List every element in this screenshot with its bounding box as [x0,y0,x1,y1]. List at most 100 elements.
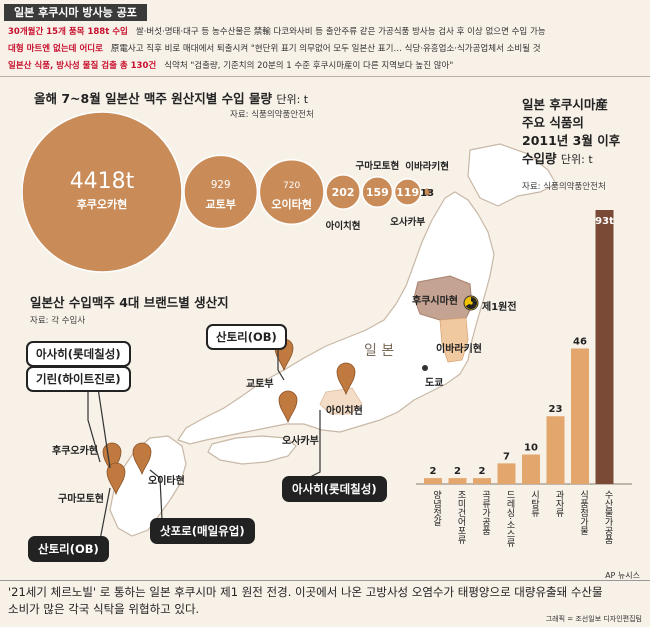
bar-value-label: 46 [573,336,587,347]
bubble-category-label: 오이타현 [271,197,311,211]
headline-label: 대형 마트엔 없는데 어디로 [8,44,103,54]
bubble-chart: 4418t 후쿠오카현 929 교토부 720 오이타현 202 아이치현 159 구마모토현 11… [21,111,449,273]
callout-asahi-aichi: 아사히(롯데칠성) [282,476,387,502]
bubble-category-label: 오사카부 [390,216,425,228]
headline-label: 30개월간 15개 품목 188t 수입 [8,27,128,37]
callout-suntory-kumamoto: 산토리(OB) [28,536,109,562]
location-pin-icon [278,390,298,424]
plant-label: 제1원전 [482,302,517,313]
japan-map [63,143,557,549]
fukushima-label: 후쿠시마현 [412,296,458,307]
ibaraki-label: 이바라키현 [436,344,482,355]
bubble [258,158,325,226]
brand-section-title: 일본산 수입맥주 4대 브랜드별 생산지 [30,295,229,310]
bar-title-line: 수입량 [522,151,557,166]
bubble-category-label: 이바라키현 [405,161,449,173]
bar-source: 자료: 식품의약품안전처 [522,182,606,192]
bar-chart-title: 일본 후쿠시마産 주요 식품의 2011년 3월 이후 수입량 단위: t [522,96,620,169]
bubble [183,154,259,230]
callout-asahi: 아사히(롯데칠성) [26,341,131,367]
bar-value-label: 10 [524,443,538,454]
bar-category-label: 양념젓갈 [431,490,441,526]
shikoku-island [207,435,297,465]
kyoto-label: 교토부 [246,379,274,390]
bar-value-label: 93t [595,216,614,227]
bar-category-label: 곡류가공품 [480,490,490,535]
bar [571,348,589,484]
headline-label: 일본산 식품, 방사성 물질 검출 총 130건 [8,61,157,71]
bubble [422,186,433,198]
honshu-island [177,191,495,445]
bubble-category-label: 교토부 [205,198,235,211]
location-pin-icon [336,362,356,396]
bubble-source: 자료: 식품의약품안전처 [230,110,314,120]
graphic-credit: 그래픽 = 조선일보 디자인편집팀 [545,615,642,623]
bar-value-label: 2 [454,466,461,477]
bubble [21,111,183,273]
bar-category-label: 시탕류 [529,490,539,518]
bar-category-label: 과자류 [554,490,564,518]
kumamoto-label: 구마모토현 [58,494,104,505]
brand-source: 자료: 각 수입사 [30,316,86,326]
footer-divider [0,580,650,581]
tokyo-label: 도쿄 [425,378,444,389]
osaka-label: 오사카부 [282,436,319,447]
radiation-icon [463,295,479,311]
bar-category-label: 수산물가공품 [603,490,613,544]
bar [546,416,565,484]
bubble-value-label: 4418t [70,169,135,194]
bubble-chart-title: 올해 7~8월 일본산 맥주 원산지별 수입 물량 단위: t [34,88,308,107]
header-divider [0,76,650,77]
headline-text: 原電사고 직후 비로 매대에서 퇴출시켜 "현단위 표기 의무없어 모두 일본산… [110,44,541,54]
bar-title-line: 2011년 3월 이후 [522,133,621,148]
bar [448,478,467,484]
callout-sapporo: 삿포로(매일유업) [150,518,255,544]
bar [473,478,491,484]
bubble [361,176,394,208]
bubble-value-label: 13 [420,188,434,199]
bubble-value-label: 929 [211,179,231,191]
bar [522,454,540,484]
bubble-value-label: 159 [366,186,389,199]
bar-title-line: 일본 후쿠시마産 [522,97,608,112]
bubble-unit: 단위: t [276,93,309,106]
bubble [393,178,422,206]
chart-canvas: 4418t 후쿠오카현 929 교토부 720 오이타현 202 아이치현 159 구마모토현 11… [21,111,632,549]
hokkaido-island [467,143,557,207]
tokyo-marker [422,365,428,371]
bar-category-label: 드레싱·소스류 [505,490,515,548]
bubble-title-text: 올해 7~8월 일본산 맥주 원산지별 수입 물량 [34,91,272,106]
bar-category-label: 식품첨가물 [578,490,588,535]
location-pin-icon [106,462,126,496]
fukuoka-label: 후쿠오카현 [52,446,98,457]
bubble-value-label: 720 [283,181,300,191]
bar-title-line: 주요 식품의 [522,115,584,130]
oita-label: 오이타현 [148,476,185,487]
location-pin-icon [132,442,152,476]
ibaraki-region [439,317,469,363]
bar [497,463,516,484]
bar-unit: 단위: t [560,153,593,166]
bubble-category-label: 후쿠오카현 [77,197,128,211]
bar-value-label: 2 [479,466,486,477]
bar-value-label: 2 [430,466,437,477]
bar-category-label: 조미건어포류 [456,490,466,545]
country-label: 일 본 [364,343,395,359]
bar-value-label: 23 [549,404,563,415]
photo-credit: AP 뉴시스 [605,571,640,580]
bubble-category-label: 아이치현 [326,220,361,232]
aichi-region [319,387,363,415]
bar-chart: 2 양념젓갈 2 조미건어포류 2 곡류가공품 7 드레싱·소스류 10 시탕류 23 과자류 46 식품… [416,210,632,548]
bubble [325,174,361,210]
bubble-value-label: 119 [396,186,419,199]
bubble-value-label: 202 [332,186,355,199]
headline-text: 식약처 "검출량, 기준치의 20분의 1 수준 후쿠시마産이 다른 지역보다 … [164,61,454,71]
bar-value-label: 7 [503,451,510,462]
bubble-category-label: 구마모토현 [355,160,399,172]
headline-row: 대형 마트엔 없는데 어디로 原電사고 직후 비로 매대에서 퇴출시켜 "현단위 … [8,42,541,54]
bar [595,210,614,484]
aichi-label: 아이치현 [326,406,363,417]
header-tag: 일본 후쿠시마 방사능 공포 [4,4,147,21]
callout-suntory-kyoto: 산토리(OB) [206,324,287,350]
